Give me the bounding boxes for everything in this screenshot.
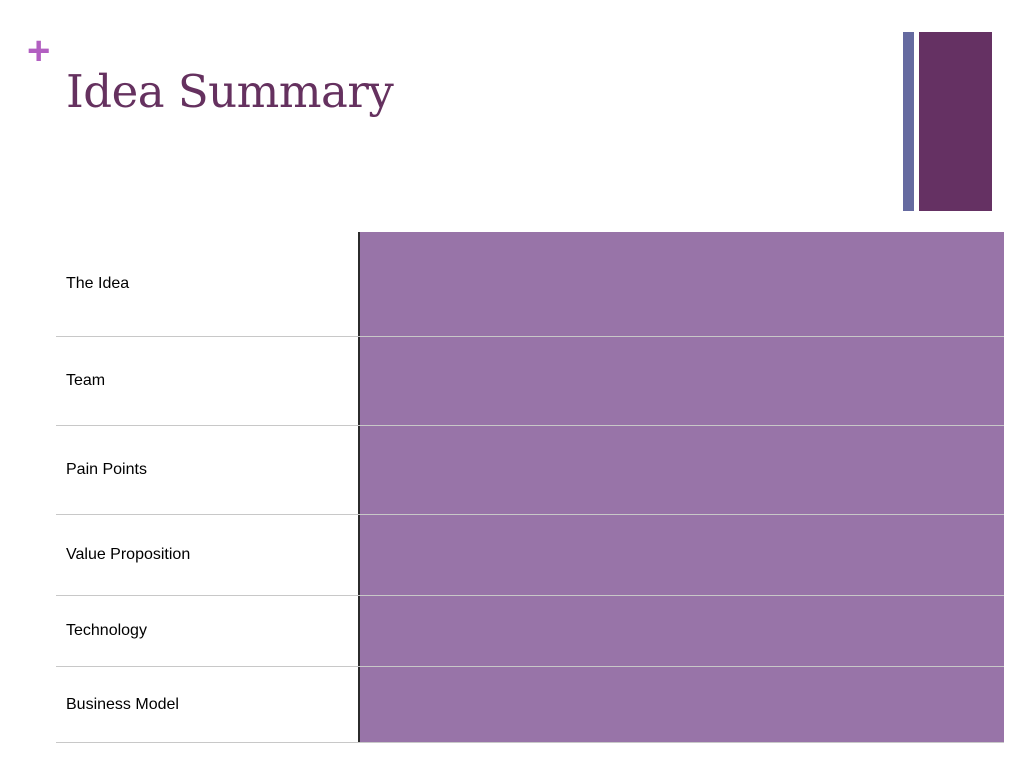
table-row: Value Proposition	[56, 515, 1004, 596]
row-value-cell[interactable]	[358, 515, 1004, 595]
row-value-cell[interactable]	[358, 667, 1004, 742]
accent-bar-thin	[903, 32, 914, 211]
row-label: Business Model	[66, 695, 179, 713]
row-label: Pain Points	[66, 461, 147, 478]
table-row: Pain Points	[56, 426, 1004, 515]
accent-bar-thick	[919, 32, 992, 211]
row-label: Technology	[66, 622, 147, 639]
row-value-cell[interactable]	[358, 426, 1004, 514]
idea-summary-table: The Idea Team Pain Points Value Proposit…	[56, 232, 1004, 743]
table-row: Technology	[56, 596, 1004, 667]
slide-title: Idea Summary	[66, 65, 394, 118]
plus-icon: +	[27, 29, 51, 73]
row-value-cell[interactable]	[358, 596, 1004, 666]
table-row: Business Model	[56, 667, 1004, 743]
row-value-cell[interactable]	[358, 232, 1004, 336]
table-row: The Idea	[56, 232, 1004, 337]
row-label: The Idea	[66, 275, 130, 292]
row-label: Value Proposition	[66, 546, 191, 563]
row-value-cell[interactable]	[358, 337, 1004, 425]
table-row: Team	[56, 337, 1004, 426]
row-label: Team	[66, 372, 106, 389]
